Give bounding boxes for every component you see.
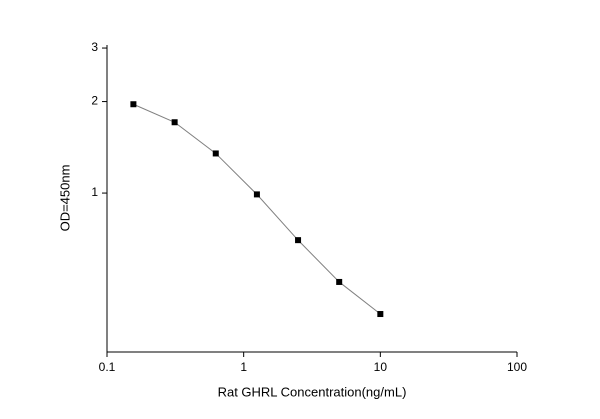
data-point: [295, 237, 302, 244]
data-point: [212, 150, 219, 157]
y-tick-label: 2: [91, 94, 98, 108]
y-tick-label: 3: [91, 40, 98, 54]
data-point: [171, 119, 178, 126]
y-axis-label: OD=450nm: [57, 165, 72, 232]
x-tick-label: 0.1: [99, 360, 116, 374]
data-point: [377, 311, 384, 318]
x-tick-label: 1: [240, 360, 247, 374]
x-tick-label: 10: [374, 360, 388, 374]
data-point: [130, 101, 137, 108]
series-line: [133, 103, 381, 315]
x-axis-label: Rat GHRL Concentration(ng/mL): [218, 384, 407, 399]
y-tick-label: 1: [91, 185, 98, 199]
data-point: [336, 278, 343, 285]
data-point: [253, 191, 260, 198]
x-tick-label: 100: [507, 360, 527, 374]
